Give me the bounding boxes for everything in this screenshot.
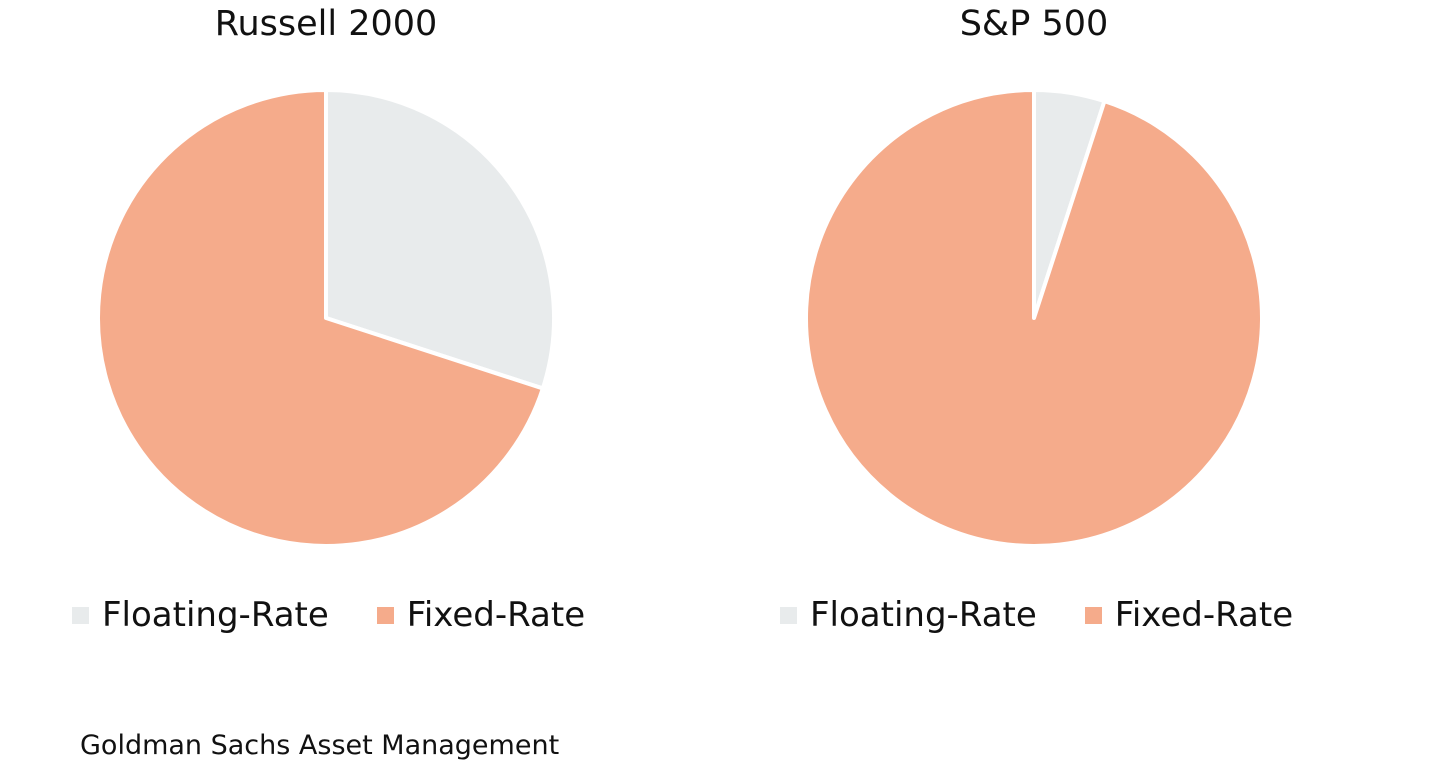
legend-label: Fixed-Rate xyxy=(406,595,586,635)
chart-russell-2000: Russell 2000 Floating-Rate Fixed-Rate xyxy=(0,0,728,700)
legend-swatch-floating xyxy=(72,606,89,624)
source-credit: Goldman Sachs Asset Management xyxy=(80,730,560,761)
chart-title: Russell 2000 xyxy=(214,4,438,44)
legend-item-floating-rate: Floating-Rate xyxy=(72,592,329,638)
legend-item-fixed-rate: Fixed-Rate xyxy=(376,592,586,638)
chart-title: S&P 500 xyxy=(959,4,1109,44)
legend-swatch-fixed xyxy=(376,606,394,624)
legend-swatch-fixed xyxy=(1084,606,1102,624)
legend-label: Floating-Rate xyxy=(810,595,1037,635)
legend-item-fixed-rate: Fixed-Rate xyxy=(1084,592,1294,638)
legend-label: Floating-Rate xyxy=(102,595,329,635)
legend: Floating-Rate Fixed-Rate xyxy=(72,592,585,638)
pie-chart-svg xyxy=(96,88,556,548)
pie-chart-svg xyxy=(804,88,1264,548)
chart-sp-500: S&P 500 Floating-Rate Fixed-Rate xyxy=(708,0,1436,700)
legend-label: Fixed-Rate xyxy=(1114,595,1294,635)
pie-slice-fixed-rate xyxy=(804,88,1264,548)
legend-item-floating-rate: Floating-Rate xyxy=(780,592,1037,638)
legend: Floating-Rate Fixed-Rate xyxy=(780,592,1293,638)
legend-swatch-floating xyxy=(780,606,797,624)
pie-slice-fixed-rate xyxy=(96,88,545,548)
pie-slice-floating-rate xyxy=(324,88,556,391)
